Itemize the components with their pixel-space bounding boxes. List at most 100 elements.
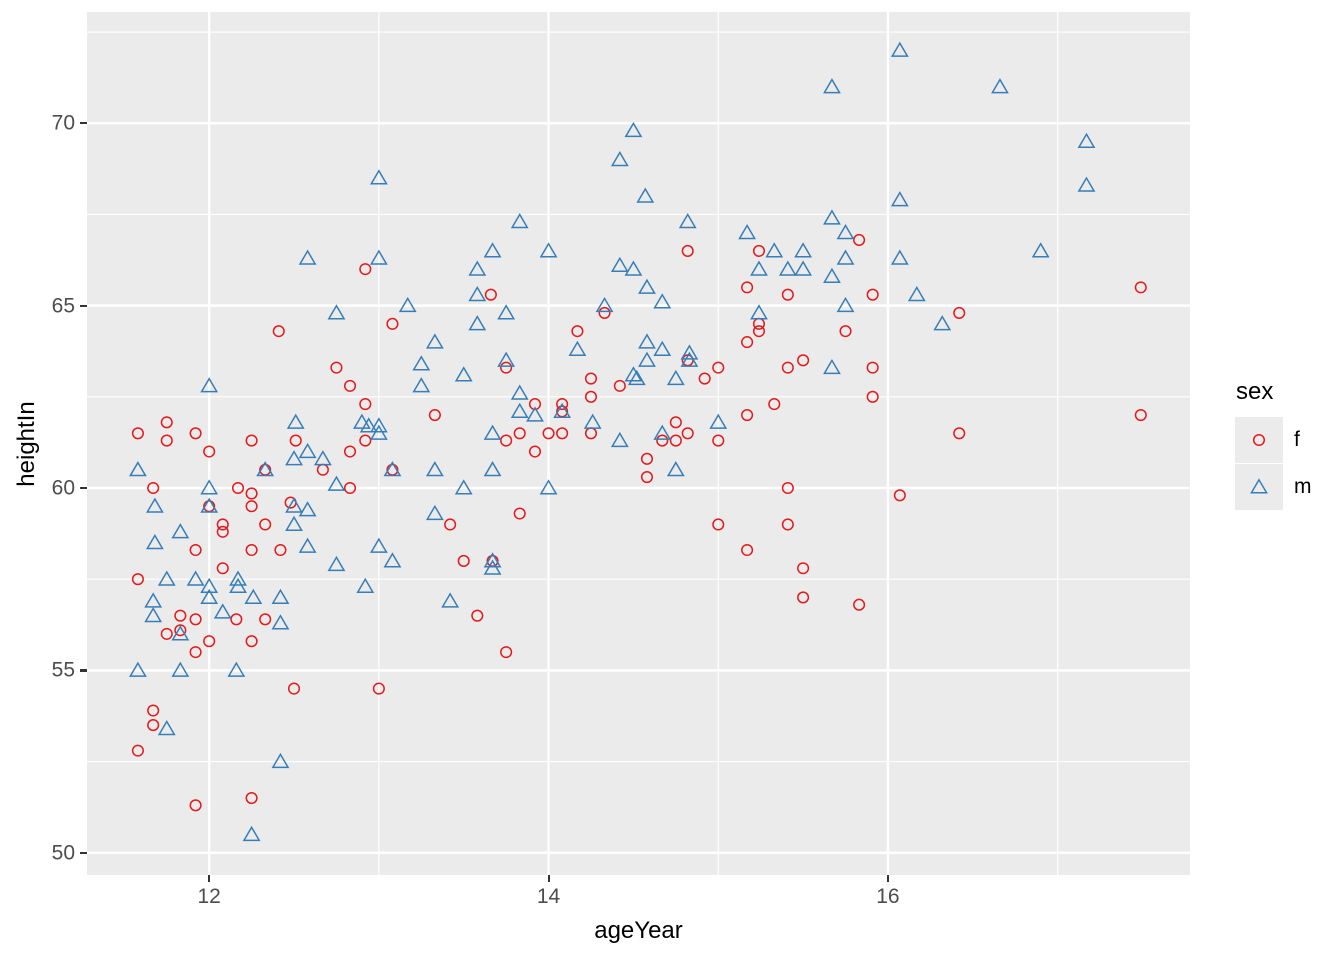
data-point-m [425, 461, 444, 477]
legend-label-f: f [1294, 428, 1300, 451]
data-point-m [483, 242, 502, 258]
data-point-f [131, 744, 144, 757]
data-point-f [640, 452, 654, 465]
data-point-m [229, 570, 247, 586]
y-tick-label: 55 [51, 658, 75, 682]
y-tick-label: 70 [51, 111, 75, 135]
legend-key-f [1235, 417, 1283, 463]
data-point-f [513, 427, 526, 440]
data-point-m [144, 592, 163, 608]
data-point-m [568, 340, 587, 356]
data-point-m [483, 552, 502, 568]
data-point-m [890, 191, 909, 207]
data-point-f [330, 361, 343, 374]
y-tick-mark [80, 304, 87, 307]
data-point-m [369, 169, 388, 185]
data-point-f [893, 489, 906, 502]
data-point-m [483, 461, 502, 477]
data-point-f [203, 445, 216, 458]
data-point-m [298, 501, 317, 517]
data-point-m [823, 358, 841, 375]
data-point-f [741, 408, 754, 422]
data-point-m [369, 424, 388, 440]
data-point-m [624, 366, 643, 382]
data-point-f [953, 427, 966, 440]
data-point-m [510, 384, 529, 400]
data-point-f [542, 427, 555, 440]
data-point-m [750, 260, 768, 276]
data-point-f [752, 244, 766, 257]
data-point-m [369, 249, 388, 265]
data-point-m [653, 340, 672, 356]
plot-area-svg [87, 12, 1190, 875]
data-point-f [189, 799, 202, 812]
data-point-m [454, 366, 473, 382]
data-point-m [398, 296, 417, 313]
data-point-m [778, 260, 797, 276]
data-point-m [425, 504, 444, 521]
data-point-m [171, 523, 190, 539]
data-point-f [839, 325, 852, 338]
data-point-f [656, 434, 669, 447]
data-point-m [1077, 176, 1096, 192]
data-point-m [553, 402, 572, 418]
data-point-m [213, 603, 232, 619]
legend-key-m [1235, 464, 1283, 510]
data-point-f [343, 481, 357, 495]
data-point-f [598, 306, 611, 319]
data-point-f [272, 325, 285, 338]
data-point-m [171, 625, 190, 641]
data-point-m [285, 497, 303, 513]
data-point-m [636, 187, 655, 203]
data-point-f [216, 518, 229, 531]
data-point-m [765, 242, 784, 258]
y-tick-label: 60 [51, 476, 75, 500]
data-point-m [157, 570, 176, 586]
data-point-m [200, 588, 219, 604]
data-point-m [794, 242, 813, 258]
data-point-f [781, 481, 794, 495]
data-point-m [285, 515, 303, 532]
data-point-m [907, 285, 926, 302]
legend-title: sex [1236, 378, 1274, 405]
data-point-f [131, 427, 144, 440]
data-point-f [513, 507, 526, 520]
data-point-m [383, 552, 402, 568]
data-point-m [144, 606, 163, 623]
data-point-m [1077, 132, 1096, 149]
data-point-m [298, 249, 317, 265]
data-point-m [227, 661, 246, 677]
data-point-m [890, 41, 909, 57]
y-tick-mark [80, 486, 87, 490]
data-point-f [245, 791, 258, 805]
data-point-m [256, 461, 275, 477]
data-point-m [352, 413, 371, 429]
data-point-m [497, 351, 516, 367]
data-point-f [428, 408, 441, 422]
data-point-m [638, 351, 656, 367]
x-tick-mark [547, 875, 550, 882]
data-point-f [457, 554, 470, 567]
data-point-m [1031, 242, 1050, 258]
data-point-f [316, 463, 329, 476]
data-point-m [200, 377, 219, 393]
y-tick-mark [80, 669, 87, 672]
data-point-m [497, 304, 516, 320]
data-point-m [610, 256, 629, 273]
data-point-f [698, 372, 711, 385]
data-point-m [709, 413, 728, 429]
data-point-f [500, 646, 513, 659]
data-point-f [853, 233, 866, 247]
data-point-f [174, 624, 187, 637]
data-point-m [327, 475, 346, 491]
data-point-f [797, 354, 810, 367]
x-tick-mark [886, 875, 890, 882]
data-point-m [298, 442, 317, 459]
data-point-m [157, 720, 176, 736]
data-point-f [231, 481, 245, 495]
data-point-f [259, 613, 272, 626]
data-point-m [412, 377, 431, 393]
data-point-m [483, 559, 502, 575]
data-point-f [289, 434, 302, 447]
data-point-f [359, 434, 372, 447]
